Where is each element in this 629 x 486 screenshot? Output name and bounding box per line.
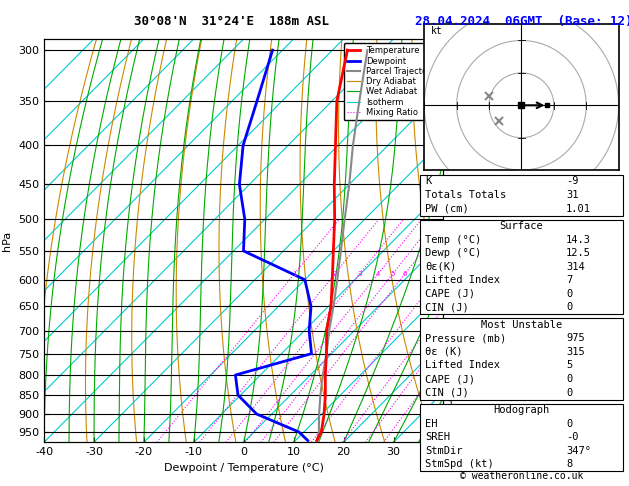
Text: Surface: Surface bbox=[499, 221, 543, 231]
Text: -0: -0 bbox=[566, 432, 579, 442]
Text: 314: 314 bbox=[566, 261, 585, 272]
Text: 4: 4 bbox=[376, 271, 380, 277]
Text: © weatheronline.co.uk: © weatheronline.co.uk bbox=[460, 471, 583, 481]
Text: Lifted Index: Lifted Index bbox=[425, 361, 500, 370]
Text: CIN (J): CIN (J) bbox=[425, 302, 469, 312]
Text: 14.3: 14.3 bbox=[566, 235, 591, 244]
Text: 5: 5 bbox=[390, 271, 394, 277]
Text: EH: EH bbox=[425, 418, 438, 429]
Text: 2: 2 bbox=[332, 271, 337, 277]
Text: Lifted Index: Lifted Index bbox=[425, 275, 500, 285]
Text: 1: 1 bbox=[292, 271, 296, 277]
Text: LCL: LCL bbox=[452, 429, 469, 439]
Text: Totals Totals: Totals Totals bbox=[425, 190, 506, 200]
Text: 6: 6 bbox=[403, 271, 407, 277]
Y-axis label: hPa: hPa bbox=[3, 230, 13, 251]
Text: 0: 0 bbox=[566, 302, 572, 312]
Text: StmSpd (kt): StmSpd (kt) bbox=[425, 459, 494, 469]
Text: 28.04.2024  06GMT  (Base: 12): 28.04.2024 06GMT (Base: 12) bbox=[415, 15, 629, 28]
Text: SREH: SREH bbox=[425, 432, 450, 442]
Text: 5: 5 bbox=[566, 361, 572, 370]
Legend: Temperature, Dewpoint, Parcel Trajectory, Dry Adiabat, Wet Adiabat, Isotherm, Mi: Temperature, Dewpoint, Parcel Trajectory… bbox=[344, 43, 439, 120]
Text: 30°08'N  31°24'E  188m ASL: 30°08'N 31°24'E 188m ASL bbox=[133, 15, 329, 28]
Text: Temp (°C): Temp (°C) bbox=[425, 235, 481, 244]
Text: CAPE (J): CAPE (J) bbox=[425, 374, 475, 384]
Text: CIN (J): CIN (J) bbox=[425, 388, 469, 398]
Text: Most Unstable: Most Unstable bbox=[481, 320, 562, 330]
Text: 8: 8 bbox=[566, 459, 572, 469]
Text: 0: 0 bbox=[566, 418, 572, 429]
Text: 0: 0 bbox=[566, 289, 572, 299]
Y-axis label: km
ASL: km ASL bbox=[460, 231, 482, 250]
Text: Dewp (°C): Dewp (°C) bbox=[425, 248, 481, 258]
Text: 315: 315 bbox=[566, 347, 585, 357]
Text: PW (cm): PW (cm) bbox=[425, 204, 469, 213]
Text: Hodograph: Hodograph bbox=[493, 405, 550, 415]
Text: 1.01: 1.01 bbox=[566, 204, 591, 213]
Text: K: K bbox=[425, 176, 431, 187]
Text: -9: -9 bbox=[566, 176, 579, 187]
Text: Pressure (mb): Pressure (mb) bbox=[425, 333, 506, 344]
Text: θε (K): θε (K) bbox=[425, 347, 463, 357]
Text: 0: 0 bbox=[566, 374, 572, 384]
Text: 31: 31 bbox=[566, 190, 579, 200]
Text: 10: 10 bbox=[435, 271, 445, 277]
Text: θε(K): θε(K) bbox=[425, 261, 457, 272]
Text: StmDir: StmDir bbox=[425, 446, 463, 456]
Text: kt: kt bbox=[431, 26, 442, 36]
Text: 975: 975 bbox=[566, 333, 585, 344]
Text: 3: 3 bbox=[357, 271, 362, 277]
Text: 0: 0 bbox=[566, 388, 572, 398]
Text: 12.5: 12.5 bbox=[566, 248, 591, 258]
Text: CAPE (J): CAPE (J) bbox=[425, 289, 475, 299]
Text: 7: 7 bbox=[566, 275, 572, 285]
Text: 347°: 347° bbox=[566, 446, 591, 456]
X-axis label: Dewpoint / Temperature (°C): Dewpoint / Temperature (°C) bbox=[164, 463, 324, 473]
